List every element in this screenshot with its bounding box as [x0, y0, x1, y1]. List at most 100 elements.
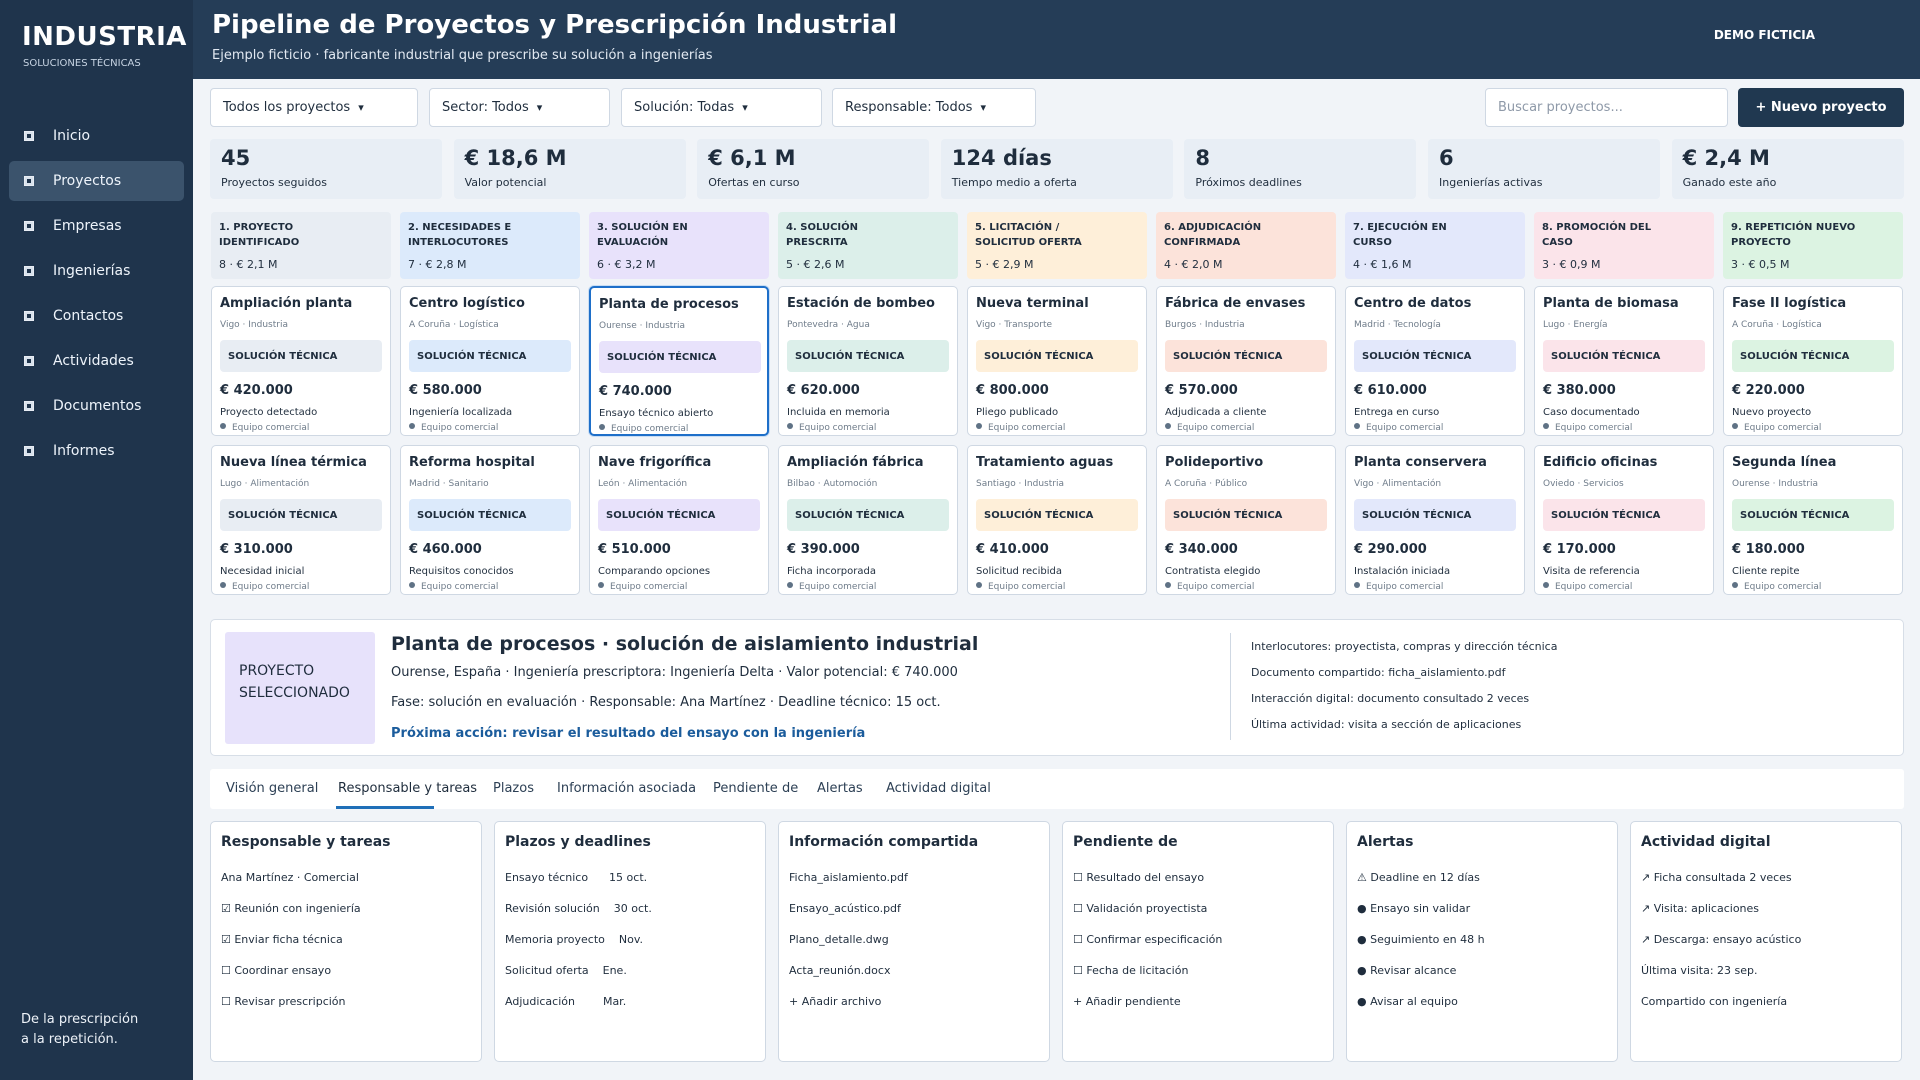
panel-item[interactable]: ☑ Reunión con ingeniería: [221, 902, 361, 915]
tab-alerts[interactable]: Alertas: [817, 781, 863, 796]
kpi-value: € 18,6 M: [464, 146, 567, 170]
pipeline-stage-header[interactable]: 4. SOLUCIÓN PRESCRITA 5 · € 2,6 M: [778, 212, 958, 279]
filter-projects[interactable]: Todos los proyectos ▾: [210, 88, 418, 127]
project-card[interactable]: Planta de procesos Ourense · Industria S…: [589, 286, 769, 436]
panel-item[interactable]: ↗ Descarga: ensayo acústico: [1641, 933, 1802, 946]
sidebar-item-label: Documentos: [53, 398, 142, 414]
card-location: Madrid · Sanitario: [409, 479, 489, 489]
panel-item[interactable]: + Añadir archivo: [789, 995, 882, 1008]
pipeline-stage-header[interactable]: 6. ADJUDICACIÓN CONFIRMADA 4 · € 2,0 M: [1156, 212, 1336, 279]
sidebar-item-inicio[interactable]: Inicio: [9, 116, 184, 156]
panel-item[interactable]: Acta_reunión.docx: [789, 964, 891, 977]
project-card[interactable]: Centro logístico A Coruña · Logística SO…: [400, 286, 580, 436]
panel-item[interactable]: Solicitud oferta Ene.: [505, 964, 627, 977]
card-location: Vigo · Industria: [220, 320, 288, 330]
project-card[interactable]: Ampliación planta Vigo · Industria SOLUC…: [211, 286, 391, 436]
project-card[interactable]: Estación de bombeo Pontevedra · Agua SOL…: [778, 286, 958, 436]
tab-pending[interactable]: Pendiente de: [713, 781, 799, 796]
project-card[interactable]: Nave frigorífica León · Alimentación SOL…: [589, 445, 769, 595]
panel-item[interactable]: + Añadir pendiente: [1073, 995, 1181, 1008]
panel-title: Información compartida: [789, 834, 979, 850]
card-value: € 220.000: [1732, 383, 1805, 398]
panel-item[interactable]: Ensayo técnico 15 oct.: [505, 871, 648, 884]
panel-item[interactable]: ⚠ Deadline en 12 días: [1357, 871, 1480, 884]
card-value: € 310.000: [220, 542, 293, 557]
panel-item[interactable]: Memoria proyecto Nov.: [505, 933, 643, 946]
card-status: Adjudicada a cliente: [1165, 407, 1267, 418]
solution-tag: SOLUCIÓN TÉCNICA: [1732, 340, 1894, 372]
project-card[interactable]: Segunda línea Ourense · Industria SOLUCI…: [1723, 445, 1903, 595]
panel-item[interactable]: ● Ensayo sin validar: [1357, 902, 1471, 915]
project-card[interactable]: Fábrica de envases Burgos · Industria SO…: [1156, 286, 1336, 436]
tab-overview[interactable]: Visión general: [226, 781, 319, 796]
panel-item[interactable]: ● Avisar al equipo: [1357, 995, 1458, 1008]
tab-owner-tasks[interactable]: Responsable y tareas: [338, 781, 478, 796]
panel-item[interactable]: ↗ Ficha consultada 2 veces: [1641, 871, 1792, 884]
card-status: Pliego publicado: [976, 407, 1059, 418]
project-card[interactable]: Planta de biomasa Lugo · Energía SOLUCIÓ…: [1534, 286, 1714, 436]
pipeline-stage-header[interactable]: 3. SOLUCIÓN EN EVALUACIÓN 6 · € 3,2 M: [589, 212, 769, 279]
card-status: Incluida en memoria: [787, 407, 890, 418]
panel-item[interactable]: ☐ Validación proyectista: [1073, 902, 1208, 915]
tab-deadlines[interactable]: Plazos: [493, 781, 534, 796]
project-card[interactable]: Reforma hospital Madrid · Sanitario SOLU…: [400, 445, 580, 595]
sidebar-item-empresas[interactable]: Empresas: [9, 206, 184, 246]
sidebar: INDUSTRIA SOLUCIONES TÉCNICAS Inicio Proy…: [0, 0, 193, 1080]
panel-item[interactable]: Adjudicación Mar.: [505, 995, 627, 1008]
filter-solution[interactable]: Solución: Todas ▾: [621, 88, 822, 127]
tab-digital[interactable]: Actividad digital: [886, 781, 991, 796]
pipeline-stage-header[interactable]: 2. NECESIDADES E INTERLOCUTORES 7 · € 2,8…: [400, 212, 580, 279]
card-value: € 180.000: [1732, 542, 1805, 557]
detail-panel: Responsable y tareas Ana Martínez · Comer…: [210, 821, 482, 1062]
project-card[interactable]: Tratamiento aguas Santiago · Industria S…: [967, 445, 1147, 595]
sidebar-item-informes[interactable]: Informes: [9, 431, 184, 471]
panel-item[interactable]: ☑ Enviar ficha técnica: [221, 933, 343, 946]
panel-item[interactable]: ☐ Revisar prescripción: [221, 995, 346, 1008]
sidebar-item-documentos[interactable]: Documentos: [9, 386, 184, 426]
project-card[interactable]: Centro de datos Madrid · Tecnología SOLU…: [1345, 286, 1525, 436]
kpi-strip: 45 Proyectos seguidos € 18,6 M Valor potenc…: [210, 139, 1904, 199]
filter-owner[interactable]: Responsable: Todos ▾: [832, 88, 1036, 127]
pipeline-stage-header[interactable]: 1. PROYECTO IDENTIFICADO 8 · € 2,1 M: [211, 212, 391, 279]
new-project-button[interactable]: + Nuevo proyecto: [1738, 88, 1904, 127]
panel-item[interactable]: Revisión solución 30 oct.: [505, 902, 652, 915]
panel-item[interactable]: Ficha_aislamiento.pdf: [789, 871, 908, 884]
panel-item[interactable]: ● Revisar alcance: [1357, 964, 1457, 977]
project-card[interactable]: Ampliación fábrica Bilbao · Automoción S…: [778, 445, 958, 595]
card-title: Planta de biomasa: [1543, 296, 1679, 311]
project-card[interactable]: Fase II logística A Coruña · Logística S…: [1723, 286, 1903, 436]
panel-item[interactable]: Última visita: 23 sep.: [1641, 964, 1758, 977]
sidebar-item-actividades[interactable]: Actividades: [9, 341, 184, 381]
detail-panel: Alertas ⚠ Deadline en 12 días ● Ensayo sin…: [1346, 821, 1618, 1062]
panel-item[interactable]: ● Seguimiento en 48 h: [1357, 933, 1485, 946]
sidebar-item-proyectos[interactable]: Proyectos: [9, 161, 184, 201]
sidebar-item-contactos[interactable]: Contactos: [9, 296, 184, 336]
tab-info[interactable]: Información asociada: [557, 781, 697, 796]
panel-item[interactable]: Compartido con ingeniería: [1641, 995, 1788, 1008]
project-card[interactable]: Nueva línea térmica Lugo · Alimentación …: [211, 445, 391, 595]
card-value: € 580.000: [409, 383, 482, 398]
pipeline-stage-header[interactable]: 5. LICITACIÓN / SOLICITUD OFERTA 5 · € 2,…: [967, 212, 1147, 279]
sidebar-item-ingenierías[interactable]: Ingenierías: [9, 251, 184, 291]
stage-name: 6. ADJUDICACIÓN CONFIRMADA: [1164, 222, 1262, 248]
project-card[interactable]: Planta conservera Vigo · Alimentación SO…: [1345, 445, 1525, 595]
project-card[interactable]: Polideportivo A Coruña · Público SOLUCIÓ…: [1156, 445, 1336, 595]
detail-tabs: Visión general Responsable y tareas Plaz…: [210, 769, 1904, 809]
panel-item[interactable]: Ensayo_acústico.pdf: [789, 902, 901, 915]
project-card[interactable]: Edificio oficinas Oviedo · Servicios SOL…: [1534, 445, 1714, 595]
panel-item[interactable]: Plano_detalle.dwg: [789, 933, 889, 946]
pipeline-stage-header[interactable]: 7. EJECUCIÓN EN CURSO 4 · € 1,6 M: [1345, 212, 1525, 279]
panel-item[interactable]: ☐ Resultado del ensayo: [1073, 871, 1205, 884]
panel-item[interactable]: ↗ Visita: aplicaciones: [1641, 902, 1760, 915]
pipeline-stage-header[interactable]: 9. REPETICIÓN NUEVO PROYECTO 3 · € 0,5 M: [1723, 212, 1903, 279]
panel-item[interactable]: ☐ Coordinar ensayo: [221, 964, 332, 977]
pipeline-stage-header[interactable]: 8. PROMOCIÓN DEL CASO 3 · € 0,9 M: [1534, 212, 1714, 279]
panel-item[interactable]: Ana Martínez · Comercial: [221, 871, 359, 884]
filter-sector[interactable]: Sector: Todos ▾: [429, 88, 610, 127]
search-input[interactable]: [1485, 88, 1728, 127]
card-title: Edificio oficinas: [1543, 455, 1658, 470]
next-action-link[interactable]: Próxima acción: revisar el resultado del…: [391, 726, 866, 741]
project-card[interactable]: Nueva terminal Vigo · Transporte SOLUCIÓ…: [967, 286, 1147, 436]
panel-item[interactable]: ☐ Confirmar especificación: [1073, 933, 1223, 946]
panel-item[interactable]: ☐ Fecha de licitación: [1073, 964, 1189, 977]
